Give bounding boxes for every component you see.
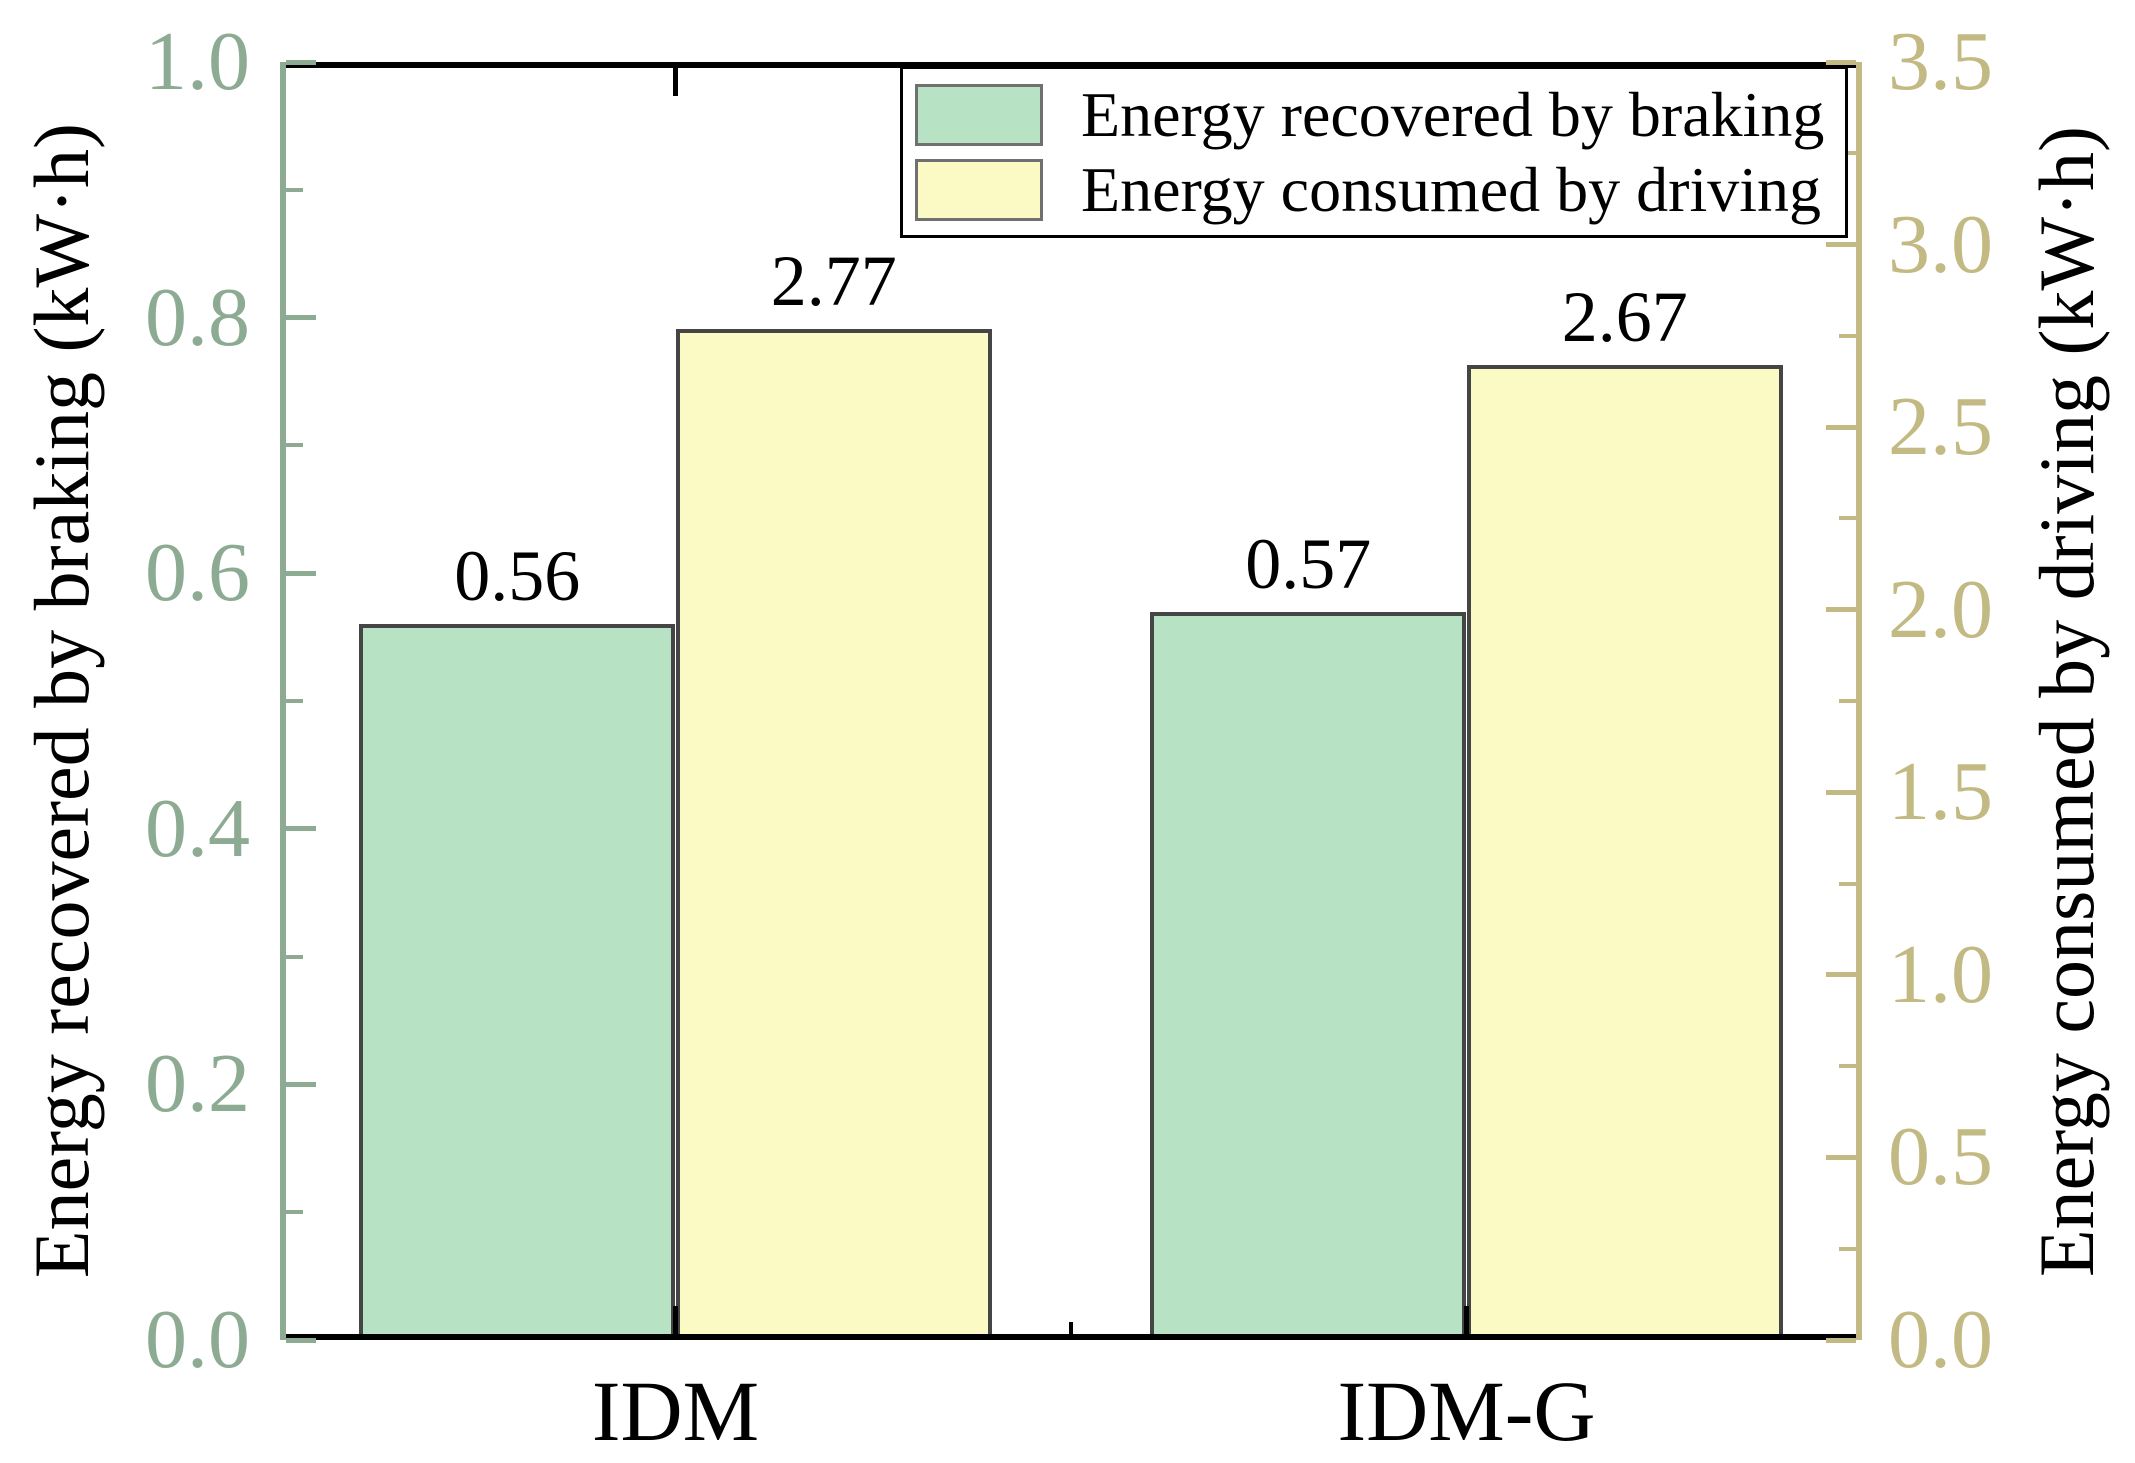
right-axis-tick-label: 3.5	[1888, 15, 1993, 108]
right-axis-tick-label: 0.0	[1888, 1293, 1993, 1386]
right-axis-tick-label: 2.0	[1888, 562, 1993, 656]
bar-value-label: 0.57	[1245, 523, 1372, 604]
left-axis-tick-label: 0.6	[145, 526, 250, 620]
legend-item: Energy recovered by braking	[915, 78, 1845, 150]
x-axis-major-tick-bottom	[673, 1306, 678, 1334]
x-category-label: IDM	[591, 1363, 760, 1459]
right-axis-tick-label: 3.0	[1888, 197, 1993, 291]
right-spine	[1856, 62, 1862, 1340]
bar-value-label: 0.56	[454, 536, 581, 617]
left-axis-major-tick	[286, 1337, 316, 1343]
right-axis-minor-tick	[1839, 333, 1856, 338]
legend-swatch	[915, 83, 1043, 146]
left-axis-minor-tick	[286, 954, 303, 959]
right-axis-minor-tick	[1839, 881, 1856, 886]
right-axis-minor-tick	[1839, 516, 1856, 521]
left-axis-major-tick	[286, 59, 316, 65]
top-spine	[280, 62, 1862, 68]
left-axis-tick-label: 0.8	[145, 270, 250, 364]
right-axis-major-tick	[1826, 424, 1856, 430]
right-axis-title-text: Energy consumed by driving (kW·h)	[2023, 125, 2110, 1277]
x-axis-major-tick-top	[673, 68, 678, 96]
right-axis-tick-label: 1.0	[1888, 927, 1993, 1021]
legend-label: Energy recovered by braking	[1081, 78, 1825, 150]
right-axis-minor-tick	[1839, 1064, 1856, 1069]
bar-value-label: 2.67	[1561, 277, 1688, 358]
right-axis-tick-label: 0.5	[1888, 1110, 1993, 1204]
right-axis-minor-tick	[1839, 699, 1856, 703]
x-axis-major-tick-bottom	[1464, 1306, 1469, 1334]
legend-item: Energy consumed by driving	[915, 153, 1845, 225]
bar-IDM-G-left	[1150, 611, 1467, 1340]
left-axis-tick-label: 0.2	[145, 1037, 250, 1131]
legend-label: Energy consumed by driving	[1081, 153, 1822, 225]
right-axis-minor-tick	[1839, 1246, 1856, 1251]
left-axis-minor-tick	[286, 1210, 303, 1215]
right-axis-major-tick	[1826, 242, 1856, 248]
left-axis-major-tick	[286, 826, 316, 832]
left-axis-major-tick	[286, 315, 316, 321]
right-axis-major-tick	[1826, 1154, 1856, 1160]
left-axis-major-tick	[286, 1081, 316, 1087]
right-axis-major-tick	[1826, 1337, 1856, 1343]
right-axis-tick-label: 1.5	[1888, 745, 1993, 839]
left-spine	[280, 62, 286, 1340]
bar-value-label: 2.77	[770, 240, 897, 321]
left-axis-tick-label: 0.4	[145, 781, 250, 875]
left-axis-title: Energy recovered by braking (kW·h)	[12, 62, 112, 1340]
right-axis-major-tick	[1826, 972, 1856, 978]
legend-swatch	[915, 158, 1043, 221]
left-axis-major-tick	[286, 570, 316, 576]
left-axis-tick-label: 1.0	[145, 15, 250, 108]
right-axis-tick-label: 2.5	[1888, 380, 1993, 474]
left-axis-minor-tick	[286, 187, 303, 192]
x-category-label: IDM-G	[1337, 1363, 1596, 1459]
plot-area: Energy recovered by braking Energy consum…	[280, 59, 1862, 1343]
left-axis-minor-tick	[286, 699, 303, 703]
bar-IDM-left	[359, 624, 676, 1340]
bar-IDM-G-right	[1466, 365, 1783, 1340]
right-axis-major-tick	[1826, 59, 1856, 65]
x-axis-minor-tick-bottom	[1069, 1322, 1073, 1334]
legend: Energy recovered by braking Energy consum…	[900, 66, 1848, 238]
right-axis-major-tick	[1826, 789, 1856, 795]
left-axis-tick-label: 0.0	[145, 1293, 250, 1386]
right-axis-major-tick	[1826, 607, 1856, 613]
bottom-spine	[280, 1334, 1862, 1340]
left-axis-minor-tick	[286, 443, 303, 448]
bar-IDM-right	[675, 328, 992, 1340]
